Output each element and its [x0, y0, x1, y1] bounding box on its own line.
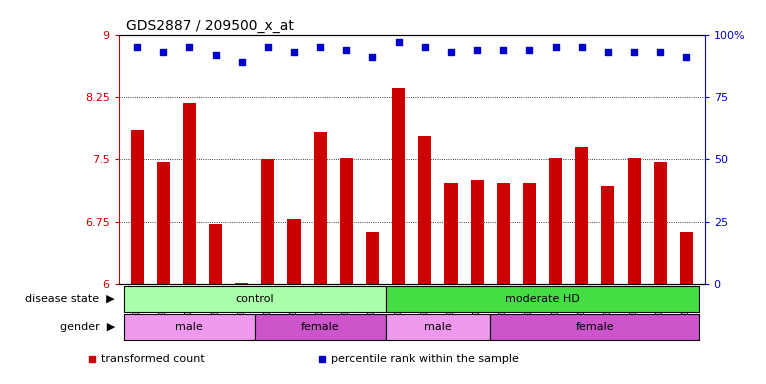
Bar [287, 219, 300, 284]
Bar [385, 314, 490, 340]
Bar [627, 158, 640, 284]
Bar [470, 180, 483, 284]
Bar [385, 286, 699, 311]
Bar [444, 183, 457, 284]
Point [628, 49, 640, 55]
Point [262, 44, 274, 50]
Text: male: male [424, 322, 452, 333]
Point [288, 49, 300, 55]
Point [314, 44, 326, 50]
Bar [183, 103, 196, 284]
Bar [392, 88, 405, 284]
Text: female: female [575, 322, 614, 333]
Point [497, 46, 509, 53]
Bar [340, 158, 353, 284]
Bar [575, 147, 588, 284]
Bar [490, 314, 699, 340]
Point [183, 44, 195, 50]
Point [392, 39, 404, 45]
Bar [418, 136, 431, 284]
Bar [366, 232, 379, 284]
Text: gender  ▶: gender ▶ [60, 322, 115, 333]
Point [654, 49, 666, 55]
Bar [255, 314, 385, 340]
Text: GDS2887 / 209500_x_at: GDS2887 / 209500_x_at [126, 19, 294, 33]
Text: disease state  ▶: disease state ▶ [25, 293, 115, 304]
Bar [313, 132, 327, 284]
Bar [209, 224, 222, 284]
Point [523, 46, 535, 53]
Text: percentile rank within the sample: percentile rank within the sample [331, 354, 519, 364]
Bar [124, 314, 255, 340]
Bar [130, 130, 143, 284]
Text: female: female [301, 322, 339, 333]
Bar [261, 159, 274, 284]
Text: moderate HD: moderate HD [505, 293, 580, 304]
Bar [157, 162, 170, 284]
Point [549, 44, 561, 50]
Point [366, 54, 378, 60]
Bar [601, 186, 614, 284]
Point [157, 49, 169, 55]
Point [602, 49, 614, 55]
Bar [549, 158, 562, 284]
Point [236, 59, 248, 65]
Point [131, 44, 143, 50]
Bar [523, 183, 536, 284]
Bar [680, 232, 693, 284]
Point [680, 54, 692, 60]
Text: male: male [175, 322, 203, 333]
Point [419, 44, 431, 50]
Text: transformed count: transformed count [101, 354, 205, 364]
Point [445, 49, 457, 55]
Point [340, 46, 352, 53]
Bar [235, 283, 248, 284]
Bar [124, 286, 385, 311]
Text: control: control [235, 293, 274, 304]
Bar [653, 162, 666, 284]
Point [471, 46, 483, 53]
Point [575, 44, 588, 50]
Point [209, 51, 221, 58]
Bar [496, 183, 510, 284]
